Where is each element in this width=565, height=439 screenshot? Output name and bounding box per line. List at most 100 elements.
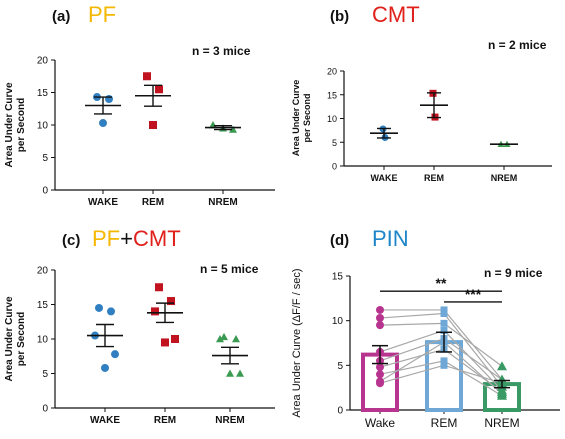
n-label-d: n = 9 mice	[484, 266, 543, 280]
data-point-triangle	[236, 369, 244, 377]
x-tick-label: WAKE	[90, 415, 120, 426]
y-axis-label-line: per Second	[16, 98, 27, 152]
data-point-square	[440, 361, 448, 369]
y-tick-label: 0	[42, 404, 48, 415]
y-tick-label: 5	[42, 369, 48, 380]
x-tick-label: NREM	[491, 173, 518, 183]
y-tick-label: 5	[332, 138, 337, 148]
panel-title-b: CMT	[372, 2, 420, 28]
y-tick-label: 0	[332, 162, 337, 172]
data-point-circle	[111, 350, 119, 359]
data-point-square	[155, 85, 163, 94]
data-point-triangle	[229, 125, 237, 133]
x-tick-label: NREM	[208, 197, 237, 208]
data-point-square	[151, 307, 159, 316]
y-axis-label: Area Under Curveper Second	[4, 82, 27, 167]
panel-title-d: PIN	[372, 226, 409, 252]
data-point-circle	[376, 313, 384, 322]
data-point-circle	[95, 303, 103, 312]
panel-label-d: (d)	[330, 232, 350, 249]
data-point-circle	[101, 363, 109, 372]
y-tick-label: 10	[332, 316, 344, 327]
x-tick-label: NREM	[215, 415, 244, 426]
data-point-triangle	[232, 335, 240, 343]
y-axis-label-line: Area Under Curve	[291, 80, 301, 157]
title-part: PF	[92, 226, 121, 251]
data-point-triangle	[216, 335, 224, 343]
x-tick-label: REM	[142, 197, 164, 208]
data-point-square	[440, 310, 448, 318]
panel-label-b: (b)	[330, 8, 350, 25]
y-axis-label-line: Area Under Curve	[4, 82, 15, 167]
x-tick-label: REM	[154, 415, 176, 426]
data-point-circle	[376, 377, 384, 386]
chart-a: 0 5 10 15 20 WAKE REM NREM Area Under Curveper S…	[4, 56, 275, 208]
panel-c: (c) PF+CMT n = 5 mice 0 5 10 15 20 WAKE REM NRE…	[0, 220, 282, 439]
y-tick-label: 0	[42, 186, 48, 197]
x-tick-label: WAKE	[88, 197, 118, 208]
data-point-square	[171, 335, 179, 343]
n-label-c: n = 5 mice	[200, 262, 259, 276]
significance-label: ***	[465, 286, 482, 302]
x-tick-label: REM	[424, 173, 444, 183]
data-point-square	[143, 72, 151, 81]
chart-c: 0 5 10 15 20 WAKE REM NREM Area Under Curveper S…	[4, 266, 275, 426]
panel-label-a: (a)	[52, 8, 71, 25]
n-label-a: n = 3 mice	[192, 44, 251, 58]
data-point-triangle	[226, 369, 234, 377]
y-tick-label: 5	[337, 361, 343, 372]
data-point-circle	[376, 305, 384, 314]
y-tick-label: 10	[37, 121, 49, 132]
y-tick-label: 5	[42, 153, 48, 164]
chart-b: 0 5 10 15 20 WAKE REM NREM Area Under Curveper S…	[291, 67, 552, 183]
x-tick-label: REM	[431, 416, 458, 430]
data-point-square	[167, 297, 175, 306]
panel-title-c: PF+CMT	[92, 226, 181, 252]
significance-label: **	[436, 275, 447, 291]
data-point-triangle	[497, 388, 507, 398]
data-point-square	[155, 283, 163, 292]
y-tick-label: 10	[37, 335, 49, 346]
data-point-square	[440, 357, 448, 365]
panel-title-a: PF	[88, 2, 116, 28]
title-part: CMT	[372, 2, 420, 27]
y-axis-label: Area Under Curveper Second	[291, 80, 312, 157]
y-tick-label: 15	[37, 88, 49, 99]
panel-b: (b) CMT n = 2 mice 0 5 10 15 20 WAKE REM NREM Ar…	[282, 0, 565, 215]
data-point-circle	[376, 370, 384, 379]
y-axis-label: Area Under Curve (ΔF/F / sec)	[291, 268, 303, 417]
y-tick-label: 20	[327, 67, 337, 77]
y-tick-label: 20	[37, 56, 49, 67]
x-tick-label: NREM	[484, 416, 519, 430]
y-axis-label-line: per Second	[302, 93, 312, 142]
y-tick-label: 0	[337, 406, 343, 417]
data-point-circle	[376, 321, 384, 330]
y-axis-label: Area Under Curveper Second	[4, 296, 27, 381]
y-tick-label: 15	[327, 90, 337, 100]
panel-a: (a) PF n = 3 mice 0 5 10 15 20 WAKE REM NREM Are…	[0, 0, 282, 215]
data-point-square	[440, 326, 448, 334]
y-tick-label: 10	[327, 114, 337, 124]
x-tick-label: Wake	[365, 416, 396, 430]
y-tick-label: 20	[37, 266, 49, 277]
n-label-b: n = 2 mice	[488, 38, 547, 52]
title-part: PF	[88, 2, 117, 27]
data-point-triangle	[497, 361, 507, 371]
chart-d: 0 5 10 15 Wake REM NREM Area Under Curve (ΔF/F …	[291, 268, 560, 430]
panel-d: (d) PIN n = 9 mice 0 5 10 15 Wake REM NREM Area…	[282, 220, 565, 439]
data-point-square	[440, 319, 448, 327]
data-point-circle	[105, 95, 113, 103]
data-point-circle	[99, 119, 107, 128]
title-part: +	[120, 226, 133, 251]
y-axis-label-line: Area Under Curve	[4, 296, 15, 381]
data-point-square	[161, 338, 169, 347]
data-point-square	[149, 121, 157, 129]
data-point-triangle	[220, 332, 228, 341]
y-tick-label: 15	[37, 300, 49, 311]
data-point-triangle	[209, 121, 217, 129]
y-tick-label: 15	[332, 272, 344, 283]
data-point-square	[440, 306, 448, 314]
x-tick-label: WAKE	[371, 173, 398, 183]
panel-label-c: (c)	[62, 232, 81, 249]
data-point-circle	[376, 363, 384, 372]
